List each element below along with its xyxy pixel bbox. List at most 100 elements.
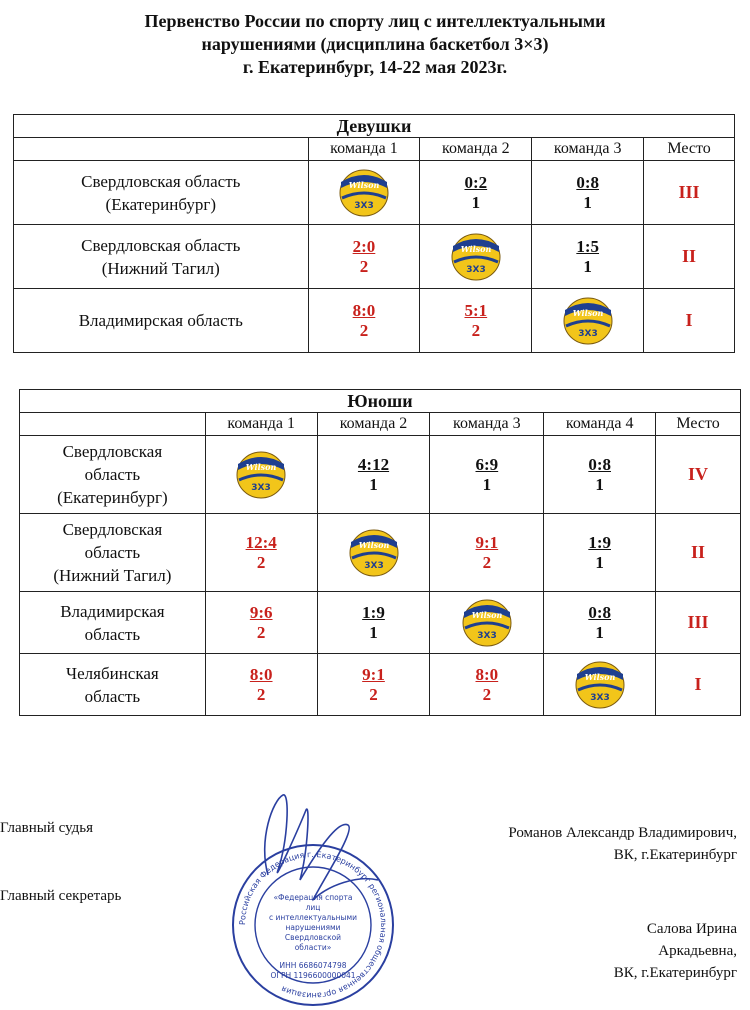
match-result: 0:8 <box>588 602 611 622</box>
team-name-cell: Свердловская область (Нижний Тагил) <box>19 513 206 592</box>
match-score-cell: 9:1 2 <box>316 653 431 716</box>
team-name-line: Свердловская область <box>81 235 241 255</box>
match-result: 9:6 <box>249 602 273 622</box>
chief-judge-city: ВК, г.Екатеринбург <box>613 847 737 863</box>
match-result: 0:8 <box>588 454 611 474</box>
boys-table-row: Челябинская область 8:0 2 9:1 2 8:0 2 Wilson 3X3 I <box>19 653 741 716</box>
match-score-cell: 1:5 1 <box>531 224 645 289</box>
match-score-cell: 8:0 2 <box>307 288 421 353</box>
organization-stamp: Российская Федерация г. Екатеринбург рег… <box>232 794 394 1006</box>
match-points: 2 <box>256 684 266 704</box>
girls-table-row: Владимирская область 8:0 2 5:1 2 Wilson 3X3 I <box>13 288 735 353</box>
header-line-1: Первенство России по спорту лиц с интелл… <box>144 11 606 31</box>
match-result: 1:5 <box>576 236 600 256</box>
chief-judge-info: Романов Александр Владимирович, ВК, г.Ек… <box>377 822 737 866</box>
team-name-cell: Челябинская область <box>19 653 206 716</box>
match-points: 1 <box>369 622 378 642</box>
girls-col-header: команда 2 <box>419 137 533 161</box>
match-points: 2 <box>359 320 369 340</box>
match-points: 1 <box>595 474 604 494</box>
stamp-ogrn: ОГРН 1196600000041 <box>270 971 355 980</box>
ball-brand: Wilson <box>349 180 380 190</box>
chief-secretary-info: Салова Ирина Аркадьевна, ВК, г.Екатеринб… <box>437 918 737 984</box>
team-name-line: (Екатеринбург) <box>57 488 168 507</box>
match-points: 2 <box>482 552 492 572</box>
match-points: 2 <box>256 622 266 642</box>
boys-table-row: Свердловская область (Нижний Тагил) 12:4 2 Wi… <box>19 513 741 592</box>
match-result: 9:1 <box>475 532 499 552</box>
ball-mark: 3X3 <box>578 329 597 339</box>
ball-mark: 3X3 <box>354 201 373 211</box>
boys-results-table: Юноши команда 1 команда 2 команда 3 кома… <box>19 389 741 716</box>
match-points: 1 <box>595 552 604 572</box>
match-points: 1 <box>583 256 592 276</box>
match-score-cell: 1:9 1 <box>316 591 431 654</box>
ball-brand: Wilson <box>461 244 492 254</box>
team-name-line: область <box>84 543 141 562</box>
match-points: 1 <box>595 622 604 642</box>
match-score-cell: 0:8 1 <box>543 591 657 654</box>
match-result: 12:4 <box>245 532 277 552</box>
match-points: 2 <box>482 684 492 704</box>
ball-mark: 3X3 <box>251 483 270 493</box>
team-name-cell: Свердловская область (Нижний Тагил) <box>13 224 309 289</box>
ball-brand: Wilson <box>472 610 503 620</box>
match-result: 0:2 <box>464 172 488 192</box>
team-name-cell: Владимирская область <box>13 288 309 353</box>
chief-secretary-city: ВК, г.Екатеринбург <box>613 965 737 981</box>
girls-table-row: Свердловская область (Нижний Тагил) 2:0 2 Wi… <box>13 224 735 289</box>
girls-col-header: Место <box>643 137 735 161</box>
match-score-cell: 5:1 2 <box>419 288 533 353</box>
stamp-line-4: нарушениями <box>286 923 341 932</box>
match-result: 1:9 <box>362 602 385 622</box>
team-name-line: Свердловская <box>62 442 163 461</box>
match-points: 2 <box>256 552 266 572</box>
match-result: 1:9 <box>588 532 611 552</box>
header-line-2: нарушениями (дисциплина баскетбол 3×3) <box>201 34 549 54</box>
ball-brand: Wilson <box>572 308 603 318</box>
boys-table-row: Владимирская область 9:6 2 1:9 1 Wilson 3X3 0:8 1… <box>19 591 741 654</box>
ball-mark: 3X3 <box>477 631 496 641</box>
match-score-cell: 9:6 2 <box>204 591 318 654</box>
place-cell: III <box>655 591 741 654</box>
chief-judge-label: Главный судья <box>0 820 94 836</box>
boys-corner-cell <box>19 412 206 436</box>
match-result: 2:0 <box>352 236 376 256</box>
place-cell: II <box>643 224 735 289</box>
ball-mark: 3X3 <box>466 265 485 275</box>
chief-judge-name: Романов Александр Владимирович, <box>508 825 737 841</box>
match-score-cell: 8:0 2 <box>429 653 545 716</box>
boys-col-header: команда 1 <box>204 412 318 436</box>
girls-table-row: Свердловская область (Екатеринбург) Wilson… <box>13 160 735 225</box>
place-cell: III <box>643 160 735 225</box>
chief-secretary-name-1: Салова Ирина <box>646 921 737 937</box>
match-result: 8:0 <box>249 664 273 684</box>
match-score-cell: 2:0 2 <box>307 224 421 289</box>
basketball-icon: Wilson 3X3 <box>236 451 286 498</box>
match-score-cell: 0:8 1 <box>543 435 657 514</box>
team-name-line: Владимирская <box>60 601 165 621</box>
boys-col-header: команда 4 <box>543 412 657 436</box>
basketball-icon: Wilson 3X3 <box>349 529 398 576</box>
handwritten-signature <box>263 794 379 901</box>
basketball-icon: Wilson 3X3 <box>339 169 389 216</box>
header-line-3: г. Екатеринбург, 14-22 мая 2023г. <box>242 57 508 77</box>
match-score-cell: 9:1 2 <box>429 513 545 592</box>
place-cell: I <box>643 288 735 353</box>
ball-brand: Wilson <box>358 540 389 550</box>
match-points: 1 <box>583 192 592 212</box>
ball-mark: 3X3 <box>364 561 383 571</box>
self-match-cell: Wilson 3X3 <box>531 288 645 353</box>
match-score-cell: 0:8 1 <box>531 160 645 225</box>
match-points: 1 <box>471 192 481 212</box>
basketball-icon: Wilson 3X3 <box>462 599 512 646</box>
girls-table-title: Девушки <box>13 114 735 138</box>
stamp-inn: ИНН 6686074798 <box>280 961 347 970</box>
match-result: 6:9 <box>475 454 499 474</box>
girls-col-header: команда 3 <box>531 137 645 161</box>
ball-mark: 3X3 <box>590 693 609 703</box>
self-match-cell: Wilson 3X3 <box>429 591 545 654</box>
match-score-cell: 4:12 1 <box>316 435 431 514</box>
stamp-line-3: с интеллектуальными <box>269 913 357 922</box>
stamp-line-1: «Федерация спорта <box>273 893 352 902</box>
